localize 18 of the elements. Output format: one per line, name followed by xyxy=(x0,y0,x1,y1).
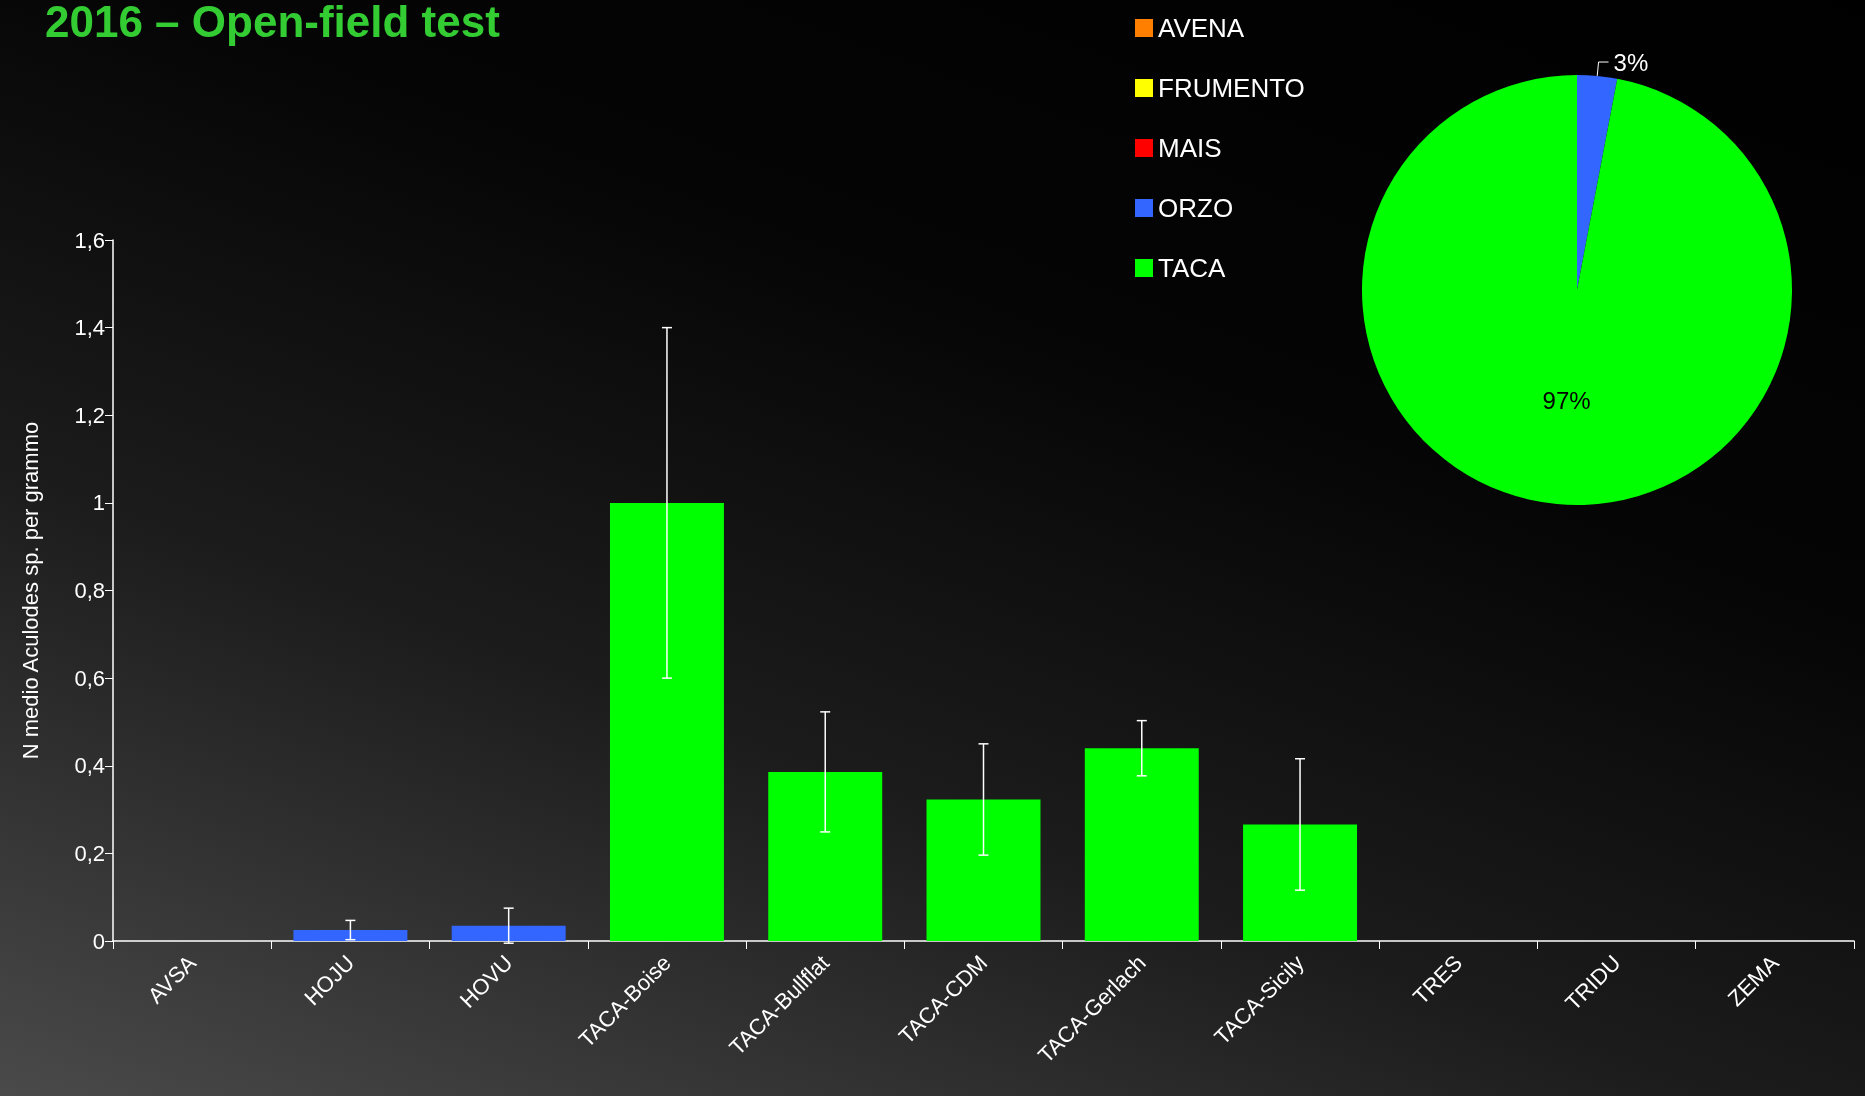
y-tick-label: 1 xyxy=(92,490,105,516)
y-tick-label: 0,6 xyxy=(74,665,105,691)
y-tick-label: 0,8 xyxy=(74,578,105,603)
legend-label: FRUMENTO xyxy=(1158,73,1305,103)
y-tick-label: 1,4 xyxy=(74,315,105,341)
y-tick-label: 0 xyxy=(92,928,105,954)
chart-title: 2016 – Open-field test xyxy=(45,0,501,46)
data-label: 97% xyxy=(1542,386,1591,414)
legend-label: TACA xyxy=(1158,253,1227,283)
y-tick-label: 1,6 xyxy=(74,227,105,253)
data-label: 3% xyxy=(1613,48,1649,76)
y-tick-label: 0,4 xyxy=(74,753,105,779)
y-axis-title: N medio Aculodes sp. per grammo xyxy=(17,421,43,760)
legend-label: ORZO xyxy=(1158,193,1234,223)
legend-label: AVENA xyxy=(1158,13,1245,43)
legend-label: MAIS xyxy=(1158,133,1222,163)
y-tick-label: 1,2 xyxy=(74,402,105,428)
y-tick-label: 0,2 xyxy=(74,840,105,866)
